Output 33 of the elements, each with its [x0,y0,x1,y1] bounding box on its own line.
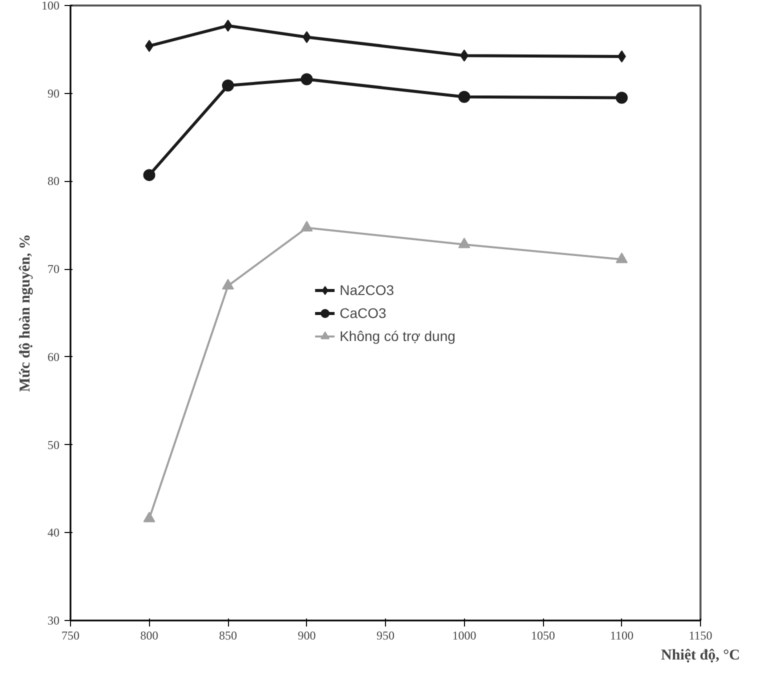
y-tick-label: 90 [48,86,60,100]
legend-label: CaCO3 [340,304,386,320]
y-tick-label: 30 [48,614,60,628]
point [222,278,234,290]
x-tick-label: 800 [140,628,158,642]
y-tick-label: 60 [48,350,60,364]
point [458,90,470,103]
y-tick-label: 100 [42,0,60,12]
x-tick-label: 1000 [452,628,476,642]
x-axis-title: Nhiệt độ, °C [661,648,740,664]
y-tick-label: 80 [48,174,60,188]
y-axis-title: Mức độ hoàn nguyên, % [18,234,34,392]
y-tick-label: 50 [48,438,60,452]
x-tick-label: 950 [376,628,394,642]
point [458,238,470,248]
x-tick-label: 1100 [610,628,634,642]
point [224,20,232,32]
x-tick-label: 1150 [688,628,712,642]
point [143,169,156,182]
x-tick-label: 750 [62,628,80,642]
y-tick-label: 70 [48,262,60,276]
point [616,92,628,104]
point [222,79,234,92]
y-tick-label: 40 [48,526,60,540]
point [616,252,628,264]
point [300,73,313,86]
x-tick-label: 850 [219,628,237,642]
x-tick-label: 1050 [531,628,555,642]
legend-label: Không có trợ dung [340,328,456,344]
point [300,220,313,232]
legend-label: Na2CO3 [340,282,394,298]
point [143,512,156,522]
x-tick-label: 900 [298,628,316,642]
